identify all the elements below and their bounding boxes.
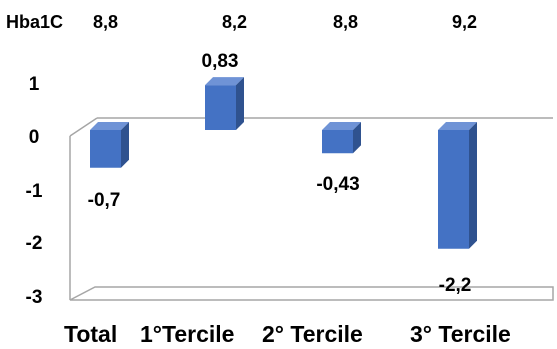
hba1c-label: Hba1C [6, 12, 63, 32]
data-label-1-tercile: 0,83 [202, 51, 239, 72]
category-label-3-tercile: 3° Tercile [410, 321, 511, 347]
hba1c-value-2-tercile: 8,8 [333, 12, 358, 32]
bar-total [90, 122, 129, 168]
y-tick-label: 0 [29, 127, 40, 148]
hba1c-value-total: 8,8 [93, 12, 118, 32]
y-tick-label: -1 [26, 181, 43, 202]
y-tick-label: -2 [26, 233, 43, 254]
category-label-1-tercile: 1°Tercile [140, 321, 234, 347]
bar-3-tercile [438, 122, 477, 249]
hba1c-value-1-tercile: 8,2 [222, 12, 247, 32]
data-label-total: -0,7 [88, 190, 121, 211]
bar-2-tercile [322, 122, 361, 154]
y-tick-label: 1 [29, 74, 40, 95]
hba1c-value-3-tercile: 9,2 [452, 12, 477, 32]
bar-1-tercile [205, 77, 244, 130]
y-tick-label: -3 [26, 287, 43, 308]
data-label-2-tercile: -0,43 [316, 174, 359, 195]
data-label-3-tercile: -2,2 [439, 275, 472, 296]
category-label-2-tercile: 2° Tercile [262, 321, 363, 347]
category-label-total: Total [64, 321, 117, 347]
chart-floor [69, 286, 554, 301]
zero-line-front [69, 117, 98, 137]
